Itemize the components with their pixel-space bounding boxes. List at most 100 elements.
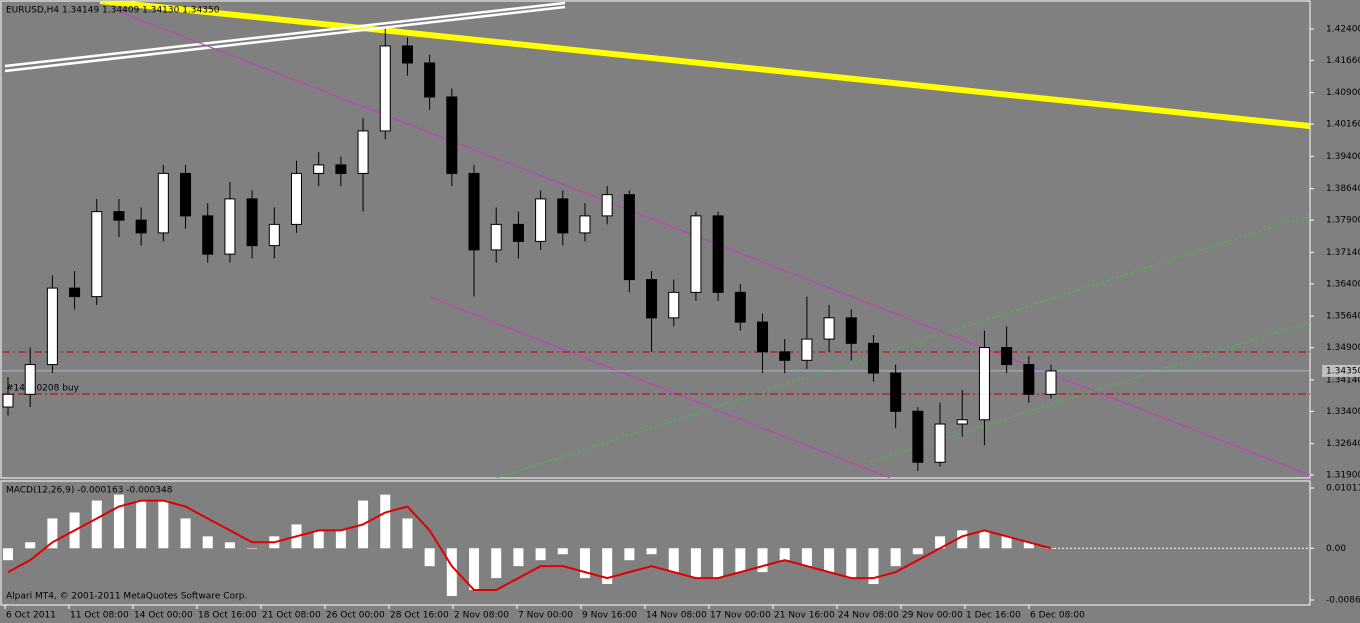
candle-body <box>180 172 192 217</box>
candle-body <box>890 372 902 412</box>
y-tick-label: 1.34900 <box>1326 343 1360 353</box>
macd-bar <box>713 548 724 579</box>
macd-bar <box>224 542 235 549</box>
y-tick-label: 1.33400 <box>1326 407 1360 417</box>
y-tick-label: 1.41660 <box>1326 56 1360 66</box>
candle-body <box>823 317 835 340</box>
symbol-line: EURUSD,H4 1.34149 1.34409 1.34130 1.3435… <box>6 6 220 16</box>
macd-bar <box>735 548 746 573</box>
candle-body <box>224 198 236 255</box>
y2-tick-label: 0.010111 <box>1326 484 1360 494</box>
y-tick-label: 1.31900 <box>1326 471 1360 481</box>
candle-body <box>357 130 369 174</box>
bid-label: 1.34350 <box>1326 366 1360 376</box>
macd-bar <box>579 548 590 579</box>
macd-bar <box>3 548 13 561</box>
x-tick-label: 7 Nov 00:00 <box>518 611 573 621</box>
macd-bar <box>624 548 635 561</box>
macd-bar <box>757 548 768 573</box>
macd-bar <box>912 548 923 555</box>
macd-bar <box>979 530 990 549</box>
macd-panel-frame <box>0 480 1311 606</box>
macd-bar <box>491 548 502 579</box>
candle-body <box>646 279 658 319</box>
white-trendline <box>4 5 566 73</box>
candle-body <box>579 215 591 234</box>
x-tick-label: 21 Nov 16:00 <box>774 611 835 621</box>
candle-body <box>2 393 14 408</box>
y-tick-label: 1.36400 <box>1326 279 1360 289</box>
candle-body <box>512 223 524 242</box>
candle-body <box>757 321 769 353</box>
macd-bar <box>446 548 457 596</box>
x-tick-label: 26 Oct 00:00 <box>326 611 385 621</box>
macd-bar <box>469 548 480 590</box>
candle-body <box>46 287 58 366</box>
y-tick-label: 1.39400 <box>1326 152 1360 162</box>
x-tick-label: 29 Nov 00:00 <box>902 611 963 621</box>
x-tick-label: 14 Nov 08:00 <box>646 611 707 621</box>
macd-bar <box>25 542 36 549</box>
macd-bar <box>47 518 58 549</box>
x-tick-label: 9 Nov 16:00 <box>582 611 637 621</box>
x-tick-label: 11 Oct 08:00 <box>70 611 129 621</box>
y2-tick-label: 0.00 <box>1326 544 1346 554</box>
candle-body <box>490 223 502 251</box>
candle-body <box>446 96 458 174</box>
candle-body <box>335 164 347 174</box>
candle-body <box>690 215 702 293</box>
x-tick-label: 6 Oct 2011 <box>6 611 56 621</box>
x-tick-label: 6 Dec 08:00 <box>1030 611 1085 621</box>
channel-lower <box>429 296 891 478</box>
y-tick-label: 1.35640 <box>1326 312 1360 322</box>
y-tick-label: 1.37900 <box>1326 216 1360 226</box>
candle-body <box>557 198 569 234</box>
x-tick-label: 2 Nov 08:00 <box>454 611 509 621</box>
candle-body <box>268 223 280 247</box>
macd-bar <box>513 548 524 567</box>
macd-bar <box>158 500 169 549</box>
macd-bar <box>824 548 835 573</box>
macd-bar <box>646 548 657 555</box>
candle-body <box>91 211 103 298</box>
white-trendline <box>4 1 566 68</box>
macd-title: MACD(12,26,9) -0.000163 -0.000348 <box>6 486 173 496</box>
macd-bar <box>801 548 812 567</box>
y-tick-label: 1.42400 <box>1326 25 1360 35</box>
candle-body <box>912 410 924 463</box>
candle-body <box>1001 347 1013 366</box>
macd-bar <box>91 500 102 549</box>
candle-body <box>202 215 214 255</box>
candle-body <box>24 364 36 395</box>
x-tick-label: 24 Nov 08:00 <box>838 611 899 621</box>
order-label: #14550208 buy <box>6 384 80 394</box>
candle-body <box>801 338 813 361</box>
macd-bar <box>313 530 324 549</box>
macd-bar <box>535 548 546 561</box>
macd-bar <box>380 494 391 549</box>
macd-bar <box>957 530 968 549</box>
candle-body <box>424 62 436 98</box>
y-tick-label: 1.37140 <box>1326 248 1360 258</box>
x-tick-label: 17 Nov 00:00 <box>710 611 771 621</box>
candle-body <box>113 211 125 221</box>
candle-body <box>712 215 724 293</box>
macd-bar <box>1001 536 1012 549</box>
macd-bar <box>113 494 124 549</box>
macd-bar <box>180 518 191 549</box>
candle-body <box>734 291 746 323</box>
candle-body <box>978 347 990 421</box>
candle-body <box>867 342 879 374</box>
candle-body <box>290 172 302 225</box>
candle-body <box>313 164 325 174</box>
candle-body <box>668 291 680 319</box>
macd-bar <box>779 548 790 561</box>
macd-bar <box>402 518 413 549</box>
candle-body <box>779 351 791 361</box>
macd-bar <box>935 536 946 549</box>
candle-body <box>623 194 635 281</box>
x-tick-label: 1 Dec 16:00 <box>966 611 1021 621</box>
macd-bar <box>424 548 435 567</box>
x-tick-label: 28 Oct 16:00 <box>390 611 449 621</box>
